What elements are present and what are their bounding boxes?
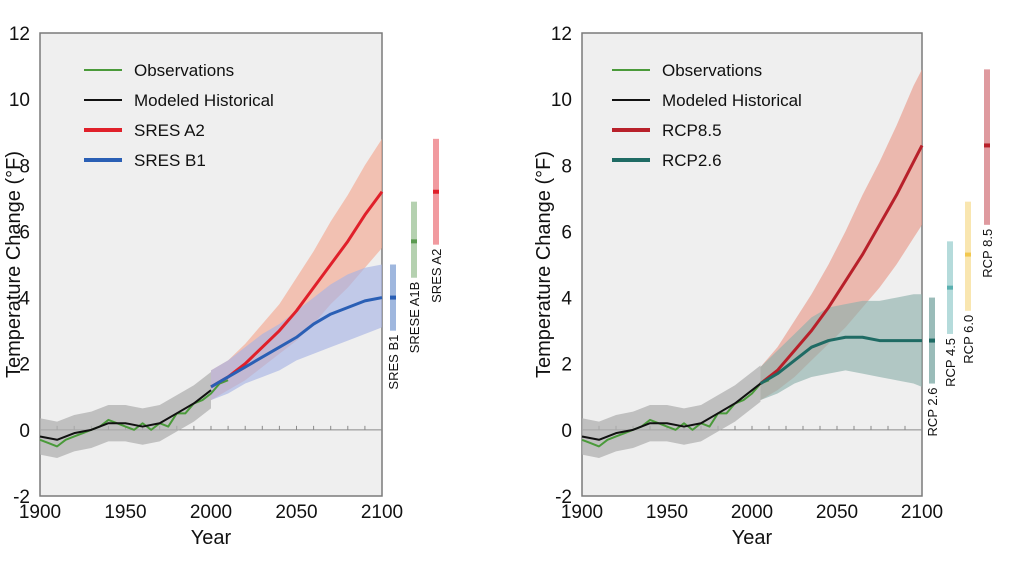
y-tick-label: 6 [561, 222, 572, 243]
series-line-rcp2-6 [759, 335, 922, 385]
range-bar-label: RCP 4.5 [943, 338, 958, 387]
series-line-sres-b1 [210, 296, 383, 389]
series-line-modeled-historical [39, 389, 212, 441]
y-tick-label: -2 [555, 487, 572, 508]
legend: Observations Modeled Historical RCP8.5 RCP2… [612, 61, 802, 170]
y-tick-label: 12 [551, 24, 572, 45]
x-tick-label: 2050 [275, 502, 317, 523]
y-tick-label: 6 [19, 222, 30, 243]
legend-label: SRES B1 [134, 151, 206, 170]
range-bar-median [411, 239, 417, 244]
legend-label: Modeled Historical [134, 91, 274, 110]
range-bar-median [433, 189, 439, 194]
panel-2: -2 0 2 4 6 8 10 12 1900 1950 2000 2050 2100 Year Tempe… [533, 24, 995, 549]
range-bar-label: RCP 2.6 [925, 388, 940, 437]
x-tick-label: 2000 [731, 502, 773, 523]
x-tick-label: 2100 [361, 502, 403, 523]
series-line-sres-a2 [210, 190, 384, 389]
y-tick-label: 8 [19, 156, 30, 177]
x-tick-label: 1900 [19, 502, 61, 523]
x-tick-label: 2000 [190, 502, 232, 523]
series-band-sres-a2 [211, 138, 382, 401]
x-tick-label: 1950 [646, 502, 688, 523]
y-tick-label: 10 [9, 90, 30, 111]
legend-label: SRES A2 [134, 121, 205, 140]
x-axis-title: Year [191, 527, 232, 549]
y-tick-label: 2 [561, 355, 572, 376]
legend: Observations Modeled Historical SRES A2 SRE… [84, 61, 274, 170]
y-tick-label: 2 [19, 355, 30, 376]
series-band-sres-b1 [211, 264, 382, 401]
x-tick-label: 2100 [901, 502, 943, 523]
series-band-rcp8-5 [760, 69, 922, 401]
x-tick-label: 1900 [561, 502, 603, 523]
series-line-rcp8-5 [759, 144, 924, 385]
x-tick-label: 1950 [104, 502, 146, 523]
range-bar-label: RCP 8.5 [980, 229, 995, 278]
y-tick-label: 0 [561, 421, 572, 442]
range-bar-median [390, 295, 396, 300]
legend-label: RCP8.5 [662, 121, 722, 140]
range-bar-label: SRES B1 [386, 335, 401, 390]
y-axis-title: Temperature Change (°F) [533, 151, 555, 378]
y-axis-title: Temperature Change (°F) [3, 151, 25, 378]
legend-label: Observations [662, 61, 762, 80]
y-tick-label: 10 [551, 90, 572, 111]
range-bar-label: SRES A2 [429, 249, 444, 303]
historical-spread-band [40, 371, 211, 458]
y-tick-label: 8 [561, 156, 572, 177]
range-bar-label: RCP 6.0 [961, 315, 976, 364]
range-bar-median [984, 143, 990, 148]
series-line-modeled-historical [581, 382, 762, 441]
range-bar-median [965, 252, 971, 257]
y-tick-label: -2 [13, 487, 30, 508]
y-tick-label: 12 [9, 24, 30, 45]
y-tick-label: 4 [561, 289, 572, 310]
y-tick-label: 4 [19, 289, 30, 310]
series-band-rcp2-6 [760, 294, 922, 401]
range-bar-label: SRESE A1B [407, 282, 422, 354]
x-axis-title: Year [732, 527, 773, 549]
historical-spread-band [582, 365, 761, 458]
x-tick-label: 2050 [816, 502, 858, 523]
legend-label: Modeled Historical [662, 91, 802, 110]
range-bar-median [947, 285, 953, 290]
legend-label: Observations [134, 61, 234, 80]
panel-1: -2 0 2 4 6 8 10 12 1900 1950 2000 2050 2100 Year Tempe… [3, 24, 444, 549]
y-tick-label: 0 [19, 421, 30, 442]
range-bar-median [929, 338, 935, 343]
legend-label: RCP2.6 [662, 151, 722, 170]
